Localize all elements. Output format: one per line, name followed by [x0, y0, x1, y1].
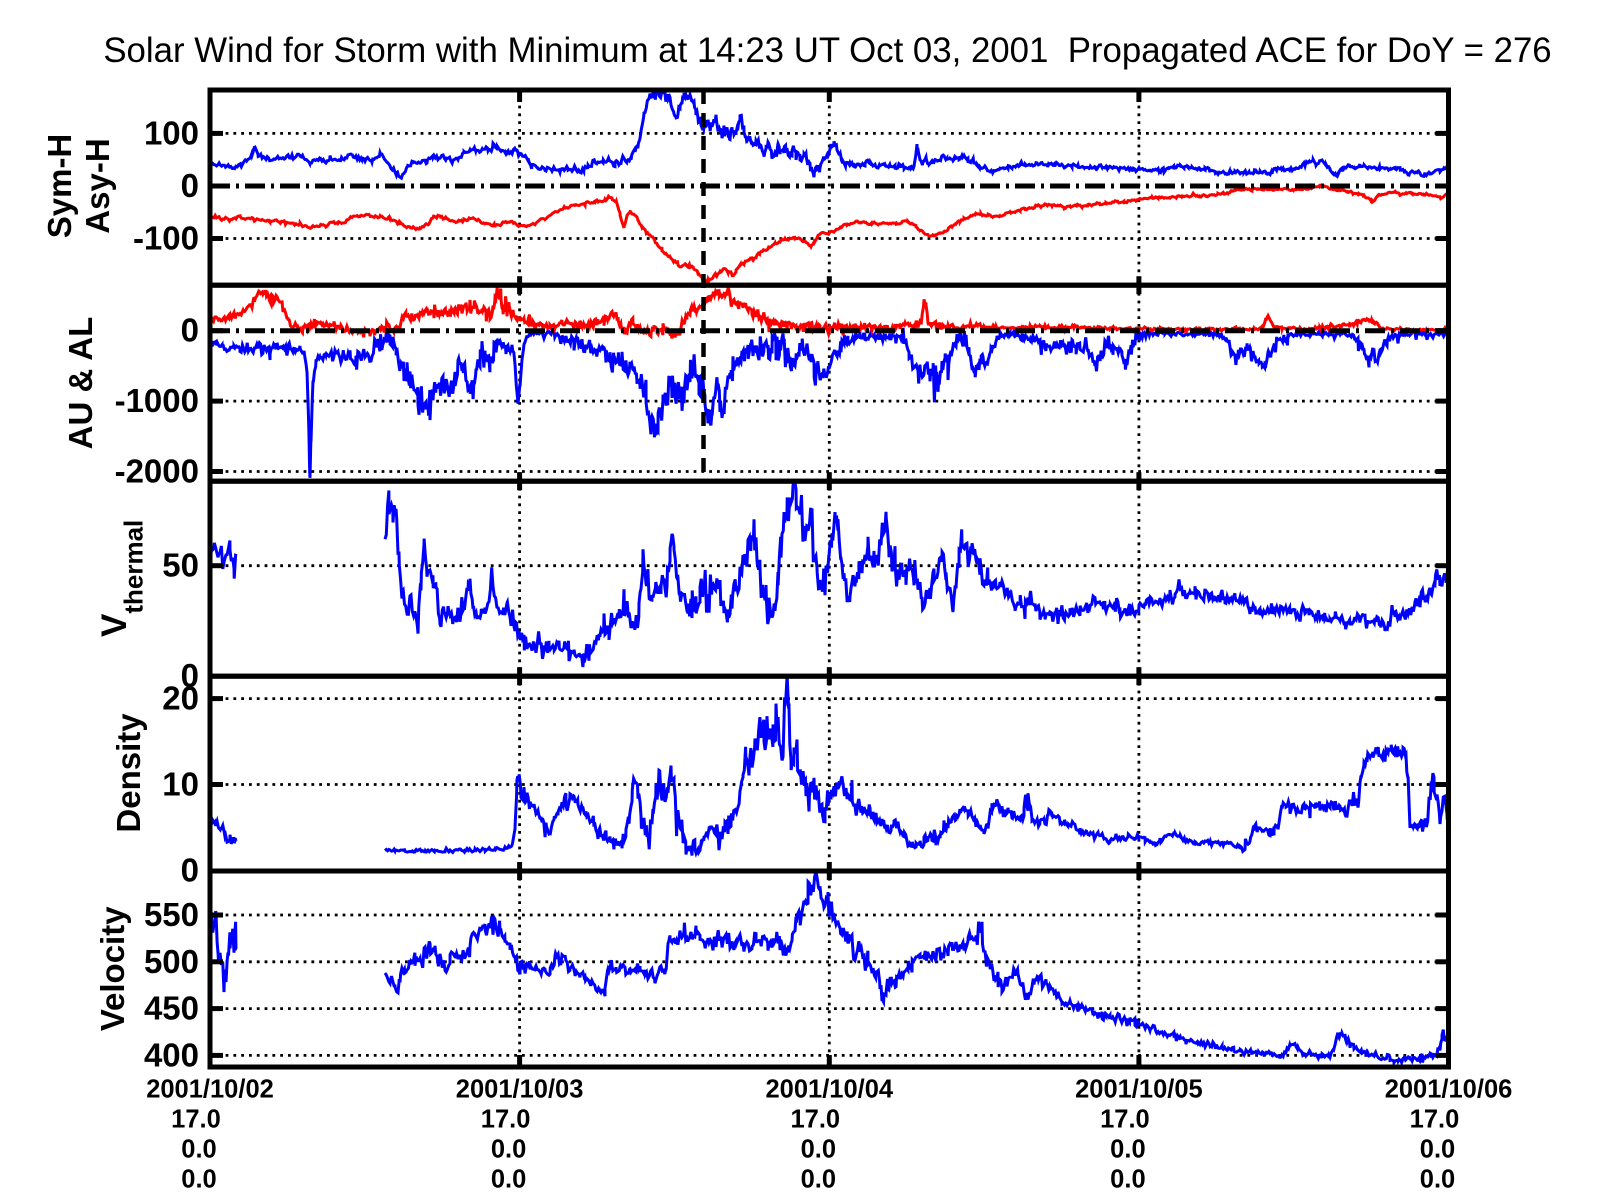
svg-text:-1000: -1000 — [115, 382, 199, 419]
svg-text:Sym-H: Sym-H — [41, 134, 78, 239]
svg-text:Asy-H: Asy-H — [79, 138, 116, 233]
svg-text:17.0: 17.0 — [481, 1106, 531, 1134]
svg-text:2001/10/04: 2001/10/04 — [765, 1076, 893, 1104]
svg-text:17.0: 17.0 — [1410, 1106, 1460, 1134]
svg-text:0: 0 — [181, 167, 199, 204]
svg-text:20: 20 — [162, 680, 199, 717]
svg-text:AU & AL: AU & AL — [62, 317, 99, 450]
svg-text:-100: -100 — [133, 220, 199, 257]
svg-text:17.0: 17.0 — [171, 1106, 221, 1134]
svg-text:50: 50 — [162, 547, 199, 584]
svg-text:0.0: 0.0 — [1110, 1136, 1145, 1164]
svg-text:0.0: 0.0 — [801, 1136, 836, 1164]
svg-text:0: 0 — [181, 657, 199, 694]
svg-text:0: 0 — [181, 312, 199, 349]
svg-text:2001/10/06: 2001/10/06 — [1385, 1076, 1513, 1104]
svg-text:0.0: 0.0 — [181, 1136, 216, 1164]
svg-text:Density: Density — [110, 713, 147, 833]
svg-text:2001/10/02: 2001/10/02 — [146, 1076, 274, 1104]
svg-text:10: 10 — [162, 766, 199, 803]
svg-text:450: 450 — [144, 990, 199, 1027]
svg-text:17.0: 17.0 — [790, 1106, 840, 1134]
svg-text:100: 100 — [144, 114, 199, 151]
svg-text:0.0: 0.0 — [1420, 1166, 1455, 1194]
svg-text:0.0: 0.0 — [801, 1166, 836, 1194]
svg-text:0.0: 0.0 — [491, 1136, 526, 1164]
svg-text:17.0: 17.0 — [1100, 1106, 1150, 1134]
svg-text:550: 550 — [144, 896, 199, 933]
svg-text:Solar Wind for Storm with Mini: Solar Wind for Storm with Minimum at 14:… — [103, 31, 1551, 70]
svg-text:2001/10/05: 2001/10/05 — [1075, 1076, 1203, 1104]
svg-text:0.0: 0.0 — [181, 1166, 216, 1194]
svg-text:0.0: 0.0 — [1110, 1166, 1145, 1194]
svg-text:0.0: 0.0 — [1420, 1136, 1455, 1164]
svg-text:500: 500 — [144, 943, 199, 980]
svg-text:2001/10/03: 2001/10/03 — [456, 1076, 584, 1104]
svg-text:Velocity: Velocity — [94, 906, 131, 1031]
svg-text:0: 0 — [181, 851, 199, 888]
svg-text:0.0: 0.0 — [491, 1166, 526, 1194]
svg-text:400: 400 — [144, 1036, 199, 1073]
svg-text:-2000: -2000 — [115, 453, 199, 490]
